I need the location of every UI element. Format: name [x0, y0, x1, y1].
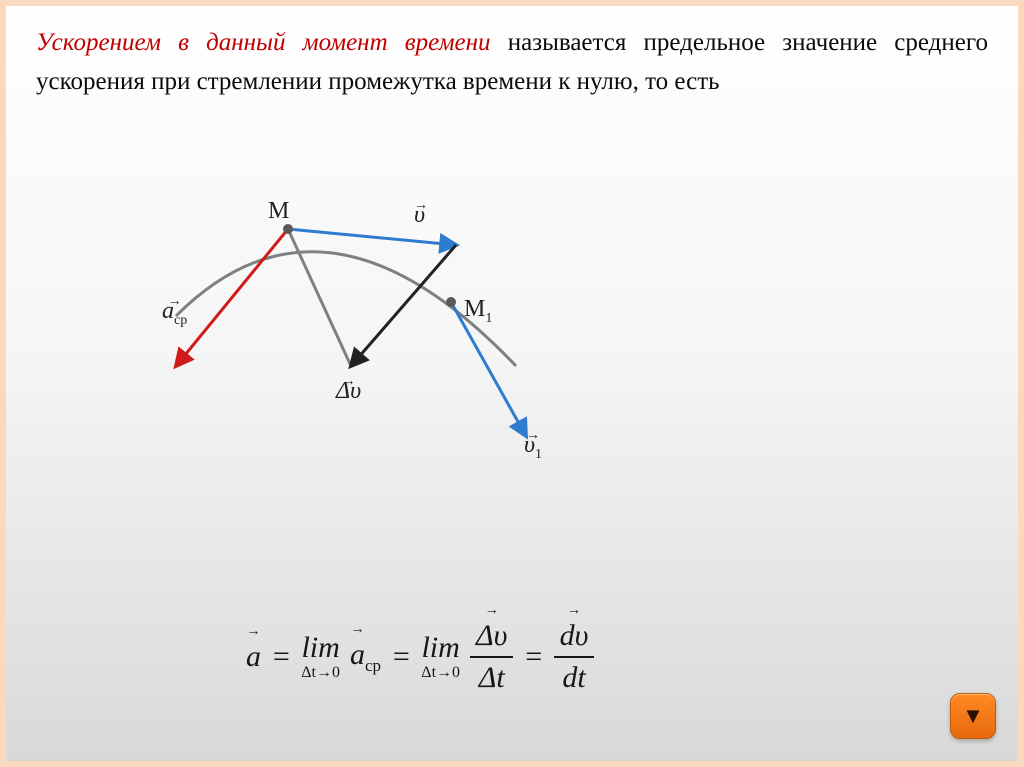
formula-frac1: Δυ Δt — [470, 620, 513, 693]
formula-a-cp-sym: a — [350, 638, 365, 672]
formula-lim2-top: lim — [421, 633, 459, 663]
label-v1-sub: 1 — [535, 447, 542, 462]
diagram-svg — [146, 196, 666, 496]
label-delta-v: → Δυ — [336, 378, 361, 405]
velocity-diagram: M M1 → υ → υ1 → Δυ → aср — [146, 196, 666, 496]
vec-arrow-icon: → — [524, 428, 542, 444]
next-slide-button[interactable]: ▼ — [950, 693, 996, 739]
formula-frac1-num: Δυ — [470, 620, 513, 658]
formula-lim1: lim Δt→0 — [301, 633, 340, 681]
formula-frac2: dυ dt — [554, 620, 595, 693]
formula-a: a — [246, 640, 261, 674]
formula-eq2: = — [391, 640, 411, 674]
delta-v-vector — [351, 245, 456, 366]
formula-a-cp-sub: ср — [365, 656, 381, 675]
label-a-sub: ср — [174, 313, 187, 328]
label-m1: M1 — [464, 296, 492, 327]
acceleration-formula: a = lim Δt→0 aср = lim Δt→0 Δυ Δt = dυ d… — [246, 620, 594, 693]
delta-v-side-1 — [288, 229, 351, 366]
chevron-down-icon: ▼ — [962, 703, 984, 729]
formula-frac2-den: dt — [562, 658, 585, 694]
label-a-avg: → aср — [162, 298, 187, 329]
vec-arrow-icon: → — [414, 198, 425, 214]
vec-arrow-icon: → — [336, 374, 361, 390]
point-m1 — [446, 297, 456, 307]
formula-a-cp: aср — [350, 638, 381, 676]
label-m: M — [268, 198, 289, 225]
emphasis-term: Ускорением в данный момент времени — [36, 29, 491, 56]
label-v1: → υ1 — [524, 432, 542, 463]
label-v: → υ — [414, 202, 425, 229]
point-m — [283, 224, 293, 234]
formula-lim2: lim Δt→0 — [421, 633, 460, 681]
v-vector — [288, 229, 456, 245]
formula-lim2-sub: Δt→0 — [421, 665, 460, 681]
definition-paragraph: Ускорением в данный момент времени назыв… — [36, 24, 988, 102]
formula-lim1-top: lim — [301, 633, 339, 663]
a-avg-vector — [176, 229, 288, 366]
formula-frac2-num-txt: dυ — [560, 620, 589, 652]
formula-lim1-sub: Δt→0 — [301, 665, 340, 681]
formula-eq1: = — [271, 640, 291, 674]
formula-frac1-num-txt: Δυ — [476, 620, 507, 652]
formula-eq3: = — [523, 640, 543, 674]
formula-frac2-num: dυ — [554, 620, 595, 658]
label-m1-sub: 1 — [485, 311, 492, 326]
vec-arrow-icon: → — [162, 294, 187, 310]
formula-frac1-den: Δt — [479, 658, 505, 694]
